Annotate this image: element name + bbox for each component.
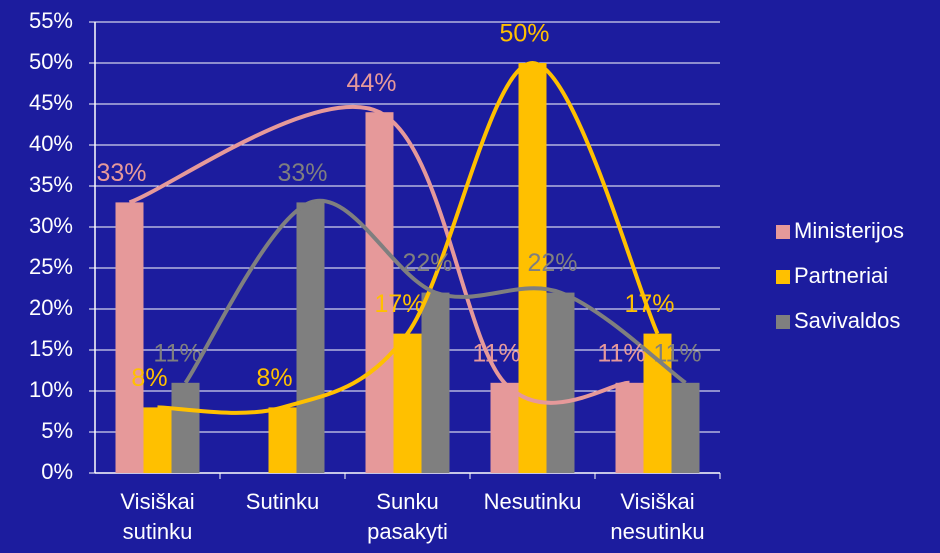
y-tick-label: 15% (29, 336, 73, 361)
legend-swatch (776, 270, 790, 284)
legend-swatch (776, 225, 790, 239)
value-label: 11% (597, 339, 645, 367)
x-tick-label: Sutinku (246, 489, 319, 514)
bar (615, 382, 644, 473)
x-tick-label: Visiškai sutinku (120, 489, 194, 544)
bar (393, 333, 422, 473)
value-label: 8% (256, 364, 292, 392)
y-tick-label: 40% (29, 131, 73, 156)
bar (490, 382, 519, 473)
y-tick-label: 55% (29, 8, 73, 33)
y-tick-label: 0% (41, 459, 73, 484)
y-tick-label: 45% (29, 90, 73, 115)
bar (171, 382, 200, 473)
value-label: 22% (527, 249, 577, 277)
value-label: 22% (402, 249, 452, 277)
y-tick-label: 35% (29, 172, 73, 197)
y-tick-label: 50% (29, 49, 73, 74)
value-label: 11% (472, 339, 520, 367)
y-tick-label: 20% (29, 295, 73, 320)
value-label: 33% (277, 159, 327, 187)
value-label: 11% (653, 339, 701, 367)
bar (365, 112, 394, 473)
bar (643, 333, 672, 473)
value-label: 44% (346, 69, 396, 97)
legend-label: Partneriai (794, 263, 888, 288)
value-label: 8% (131, 364, 167, 392)
bar (296, 202, 325, 473)
trend-line (157, 60, 660, 415)
x-tick-label: Visiškai nesutinku (610, 489, 704, 544)
value-label: 11% (153, 339, 201, 367)
y-tick-label: 25% (29, 254, 73, 279)
bar (671, 382, 700, 473)
legend-label: Ministerijos (794, 218, 904, 243)
bar (421, 292, 450, 473)
value-label: 17% (624, 290, 674, 318)
bar (268, 407, 297, 473)
bar (143, 407, 172, 473)
value-label: 17% (374, 290, 424, 318)
trend-line (128, 104, 630, 405)
value-label: 33% (96, 159, 146, 187)
legend-swatch (776, 315, 790, 329)
bar (546, 292, 575, 473)
legend-label: Savivaldos (794, 308, 900, 333)
y-tick-label: 10% (29, 377, 73, 402)
trend-line (183, 198, 687, 385)
bar (115, 202, 144, 473)
y-tick-label: 30% (29, 213, 73, 238)
x-tick-label: Sunku pasakyti (367, 489, 448, 544)
x-tick-label: Nesutinku (484, 489, 582, 514)
bar (518, 63, 547, 473)
value-label: 50% (499, 20, 549, 48)
y-tick-label: 5% (41, 418, 73, 443)
